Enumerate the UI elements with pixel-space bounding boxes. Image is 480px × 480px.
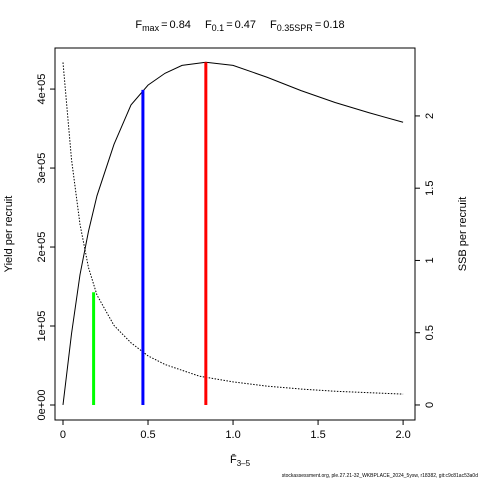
x-tick-label: 1.5 (310, 429, 325, 441)
title-symbol: F (135, 19, 142, 31)
series-line (62, 62, 404, 395)
chart-title: Fmax = 0.84 F0.1 = 0.47 F0.35SPR = 0.18 (135, 19, 344, 33)
x-tick-label: 1.0 (225, 429, 240, 441)
title-subscript: max (142, 23, 160, 33)
y-tick-label: 4e+05 (36, 74, 48, 105)
x-axis-label: F̄3–5 (230, 453, 251, 468)
y-tick-label: 3e+05 (36, 153, 48, 184)
x-label-subscript: 3–5 (237, 459, 251, 468)
title-operator: = (161, 19, 167, 31)
y2-axis-label: SSB per recruit (457, 197, 469, 272)
y-tick-label: 0e+00 (36, 390, 48, 421)
title-value: 0.84 (170, 19, 191, 31)
footer: stockassessment.org, ple.27.21-32_WKBPLA… (282, 473, 478, 479)
title-operator: = (315, 19, 321, 31)
title-value: 0.47 (235, 19, 256, 31)
plot-box (54, 47, 416, 421)
y2-tick-label: 0.5 (424, 325, 436, 340)
y-tick-label: 1e+05 (36, 311, 48, 342)
title-symbol: F (270, 19, 277, 31)
y2-tick-label: 0 (424, 402, 436, 408)
y-tick-label: 2e+05 (36, 232, 48, 263)
y2-tick-label: 2 (424, 113, 436, 119)
x-tick-label: 2.0 (395, 429, 410, 441)
title-subscript: 0.35SPR (277, 23, 314, 33)
y-axis-label: Yield per recruit (3, 196, 15, 273)
series-line (62, 61, 404, 406)
title-value: 0.18 (323, 19, 344, 31)
title-operator: = (226, 19, 232, 31)
y2-tick-label: 1.5 (424, 181, 436, 196)
x-tick-label: 0 (60, 429, 66, 441)
title-symbol: F (205, 19, 212, 31)
y2-tick-label: 1 (424, 257, 436, 263)
title-subscript: 0.1 (212, 23, 225, 33)
x-tick-label: 0.5 (140, 429, 155, 441)
x-label-symbol: F̄ (230, 453, 237, 466)
